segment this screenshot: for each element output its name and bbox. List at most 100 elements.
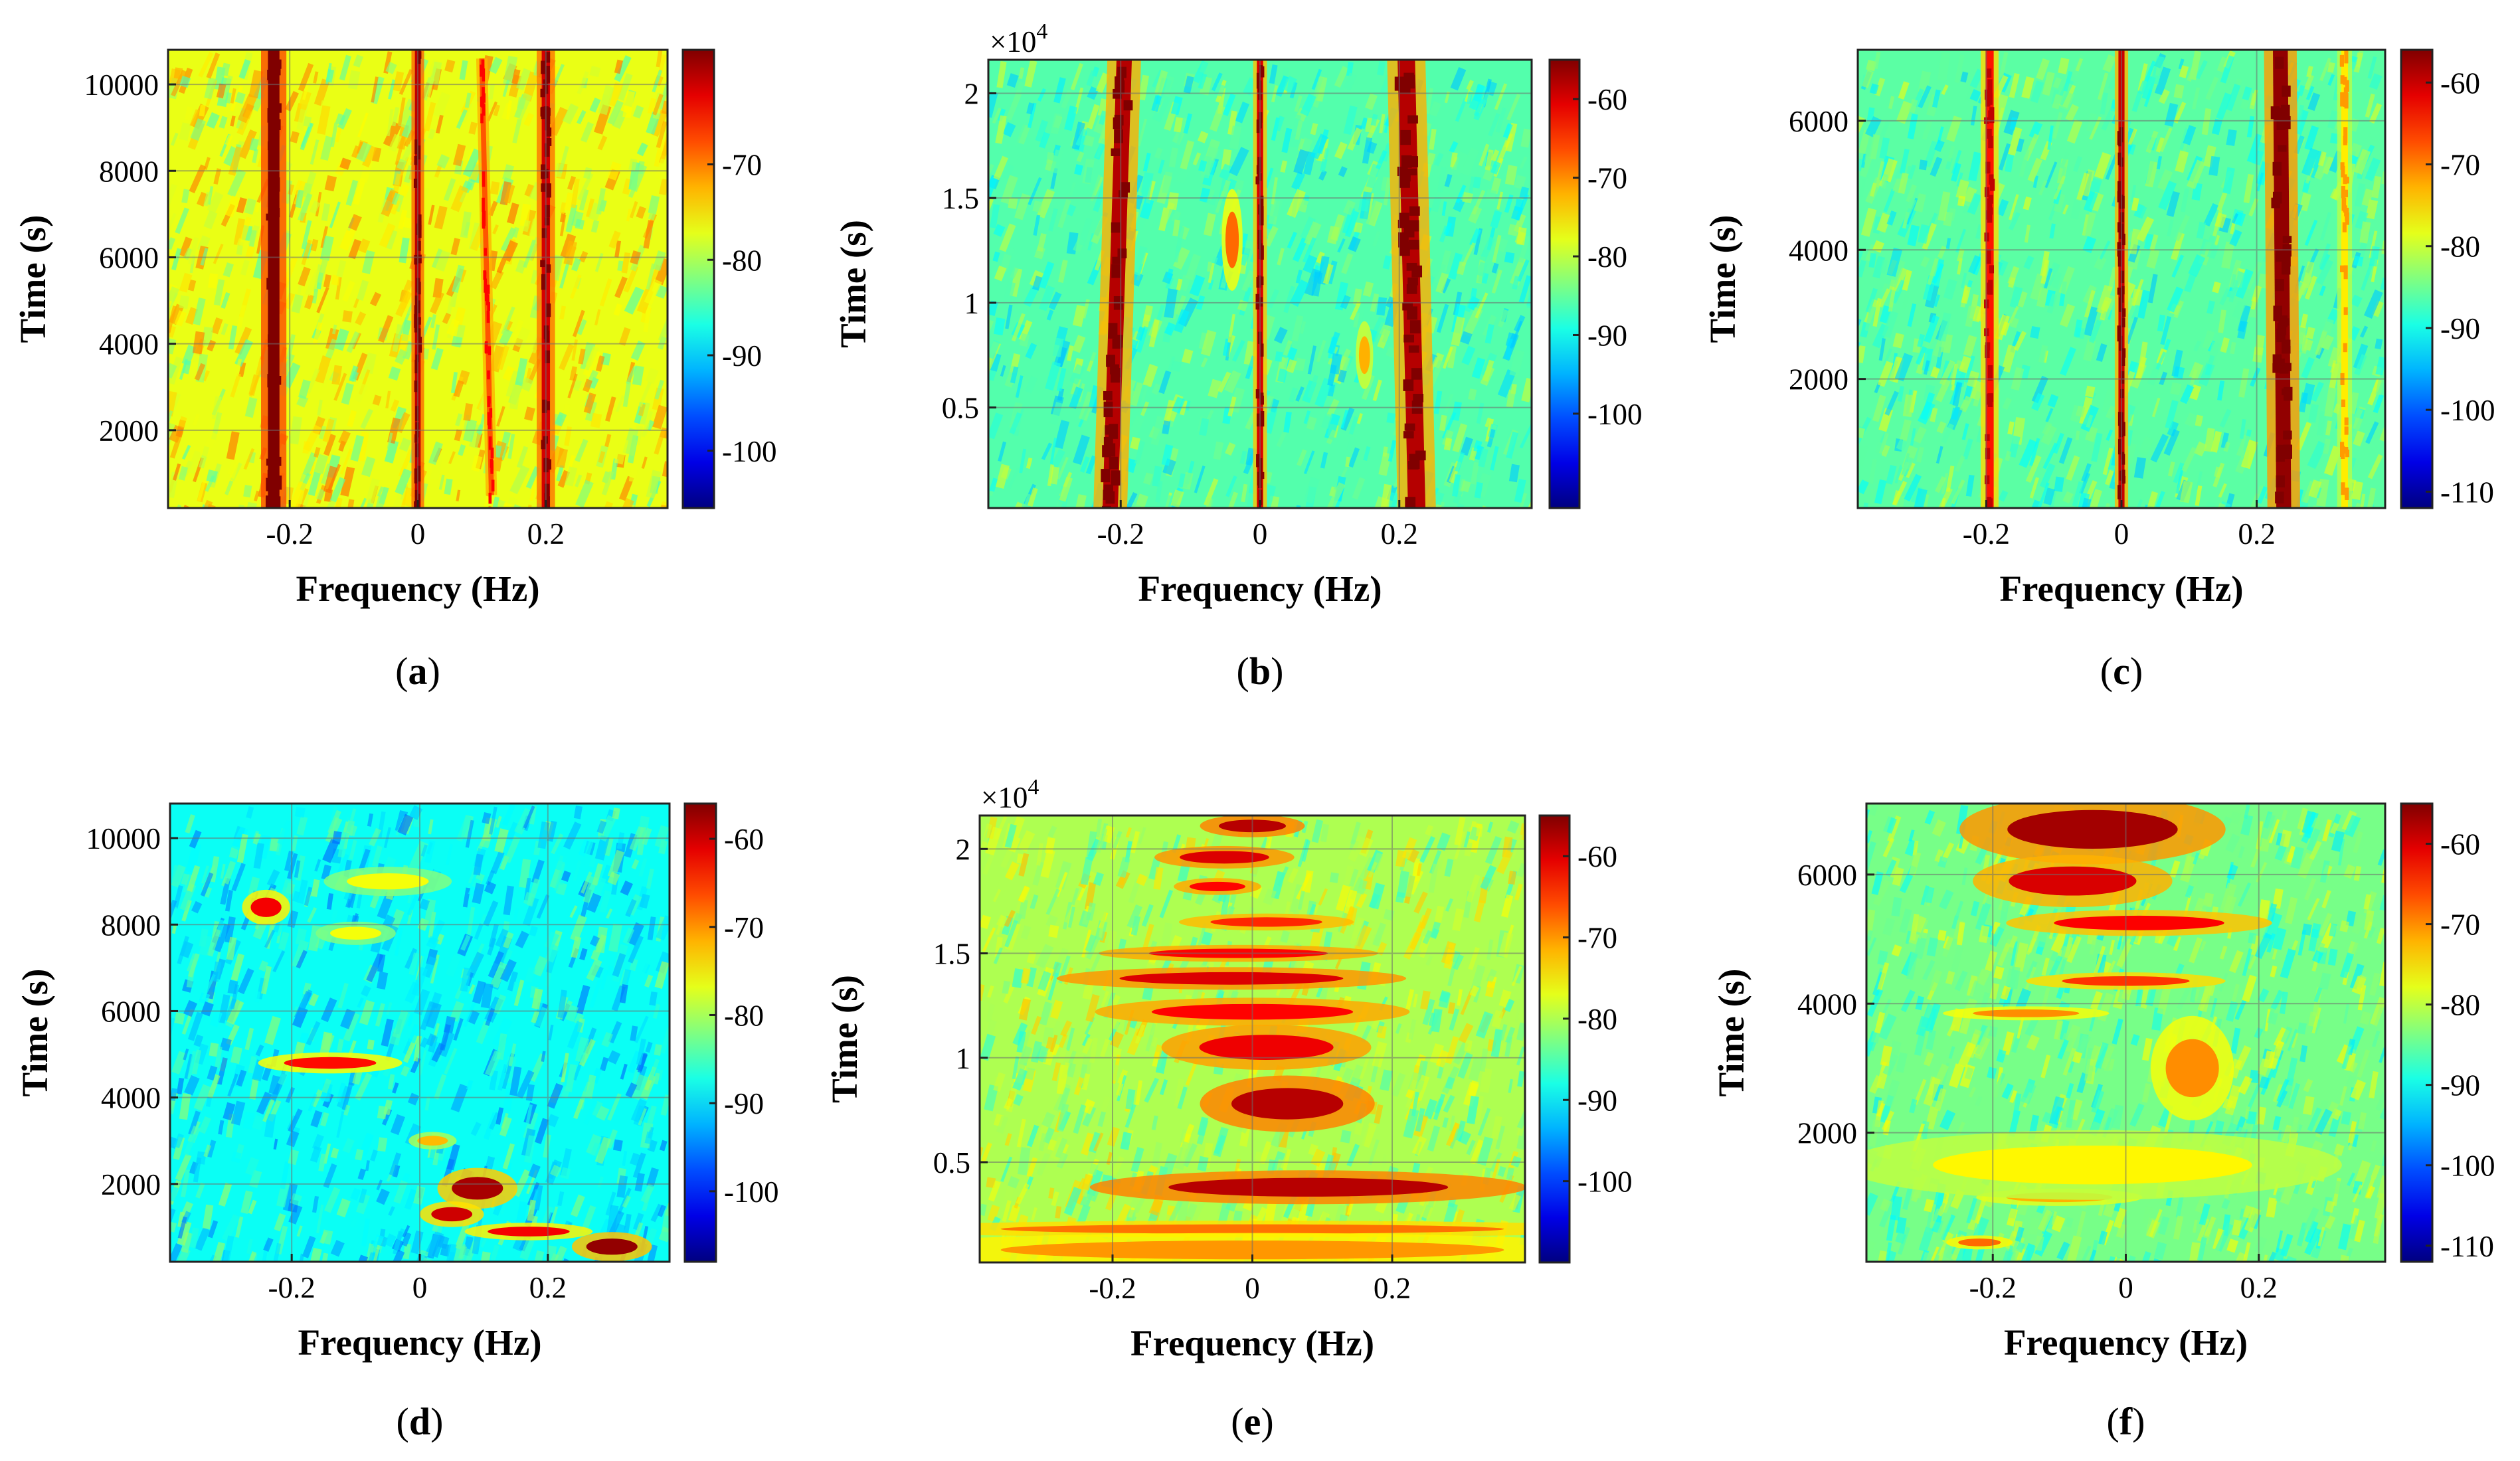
- colorbar-tick-label: -100: [2440, 1150, 2495, 1183]
- y-tick-label: 1: [964, 287, 980, 320]
- colorbar-a: [681, 48, 715, 509]
- x-axis-label: Frequency (Hz): [296, 568, 539, 609]
- colorbar-tick-label: -70: [722, 149, 762, 182]
- y-tick-label: 2: [964, 77, 980, 110]
- colorbar-b: [1548, 58, 1581, 509]
- x-tick-label: 0: [1253, 517, 1268, 551]
- colorbar-tick-label: -100: [2440, 394, 2495, 427]
- panel-caption: (c): [2100, 649, 2143, 693]
- colorbar-tick-label: -110: [2440, 1230, 2494, 1263]
- colorbar-tick-label: -80: [2440, 989, 2480, 1022]
- hotspot-e-2: [1161, 1025, 1372, 1071]
- panel-d: -0.2 0 0.2 2000 4000 6000 8000 10000 Frequency (…: [15, 802, 779, 1443]
- hotspot-d-2: [437, 1167, 518, 1209]
- colorbar-tick-label: -70: [1587, 162, 1627, 195]
- x-tick-label: -0.2: [1089, 1272, 1136, 1305]
- colorbar-tick-label: -80: [722, 244, 762, 277]
- y-axis-label: Time (s): [15, 969, 55, 1097]
- x-tick-label: -0.2: [1969, 1271, 2017, 1304]
- hotspot-d-6: [408, 1132, 457, 1150]
- y-tick-label: 0.5: [933, 1146, 970, 1179]
- grid-b: [988, 60, 1532, 508]
- hotspot-e-4: [1056, 967, 1407, 990]
- hotspot-d-5: [571, 1232, 652, 1262]
- x-tick-label: 0.2: [2238, 517, 2275, 551]
- y-tick-label: 4000: [101, 1082, 161, 1115]
- colorbar-e: [1538, 814, 1571, 1264]
- hotspot-b-3: [1221, 189, 1243, 291]
- colorbar-tick-label: -80: [2440, 230, 2480, 264]
- panel-a: -0.2 0 0.2 2000 4000 6000 8000 10000 Frequency (…: [13, 48, 777, 693]
- hotspot-e-1: [1200, 1075, 1375, 1132]
- hotspot-e-7: [1174, 878, 1261, 895]
- hotspot-f-5: [2151, 1015, 2234, 1121]
- spectral-line-b-0: [1093, 60, 1141, 508]
- colorbar-tick-label: -70: [724, 911, 764, 944]
- y-tick-label: 4000: [99, 328, 159, 361]
- y-tick-label: 1.5: [942, 182, 979, 215]
- grid-d: [170, 804, 670, 1262]
- hotspot-d-0: [242, 889, 290, 925]
- y-tick-label: 2000: [99, 414, 159, 448]
- hotspot-d-3: [420, 1201, 484, 1227]
- colorbar-tick-label: -90: [724, 1087, 764, 1120]
- spectral-line-b-2: [1387, 60, 1436, 508]
- colorbar-tick-label: -90: [1587, 319, 1627, 352]
- y-tick-label: 1.5: [933, 938, 970, 971]
- y-tick-label: 6000: [101, 995, 161, 1028]
- grid-a: [168, 50, 668, 508]
- y-tick-label: 8000: [101, 908, 161, 942]
- panel-caption: (d): [397, 1400, 444, 1443]
- noise-texture-d: [170, 804, 670, 1262]
- hotspot-d-4: [464, 1223, 593, 1241]
- y-tick-label: 0.5: [942, 392, 979, 425]
- colorbar-tick-label: -100: [724, 1175, 779, 1209]
- grid-c: [1858, 50, 2385, 508]
- y-tick-label: 6000: [99, 241, 159, 274]
- colorbar-tick-label: -90: [1577, 1084, 1617, 1117]
- hotspot-f-1: [1973, 855, 2173, 907]
- panel-caption: (e): [1231, 1400, 1273, 1443]
- spectrogram-c: [1858, 50, 2385, 508]
- y-axis-label: Time (s): [833, 220, 873, 348]
- hotspot-f-4: [1943, 1006, 2110, 1021]
- x-tick-label: -0.2: [1097, 517, 1144, 551]
- panel-c: -0.2 0 0.2 2000 4000 6000 Frequency (Hz) Time (…: [1702, 48, 2495, 693]
- x-tick-label: 0.2: [1381, 517, 1418, 551]
- panel-caption: (b): [1237, 649, 1284, 693]
- colorbar-tick-label: -110: [2440, 475, 2494, 509]
- x-tick-label: 0.2: [527, 517, 565, 551]
- hotspot-e-8: [1154, 845, 1295, 869]
- x-tick-label: -0.2: [266, 517, 314, 551]
- spectrogram-e: [980, 816, 1525, 1262]
- hotspot-d-8: [315, 921, 396, 945]
- colorbar-tick-label: -80: [1587, 240, 1627, 274]
- colorbar-tick-label: -60: [2440, 828, 2480, 861]
- x-axis-label: Frequency (Hz): [298, 1322, 541, 1363]
- colorbar-tick-label: -100: [1587, 398, 1643, 431]
- x-tick-label: 0: [412, 1271, 428, 1304]
- y-tick-label: 2000: [101, 1168, 161, 1201]
- x-tick-label: 0: [1245, 1272, 1260, 1305]
- x-tick-label: 0.2: [2240, 1271, 2278, 1304]
- spectral-line-c-2: [2264, 50, 2300, 508]
- y-tick-label: 10000: [86, 822, 161, 855]
- y-tick-label: 2000: [1789, 363, 1848, 396]
- y-tick-label: 8000: [99, 155, 159, 188]
- spectrogram-b: [988, 60, 1532, 508]
- grid-e: [980, 816, 1525, 1262]
- y-tick-label: 6000: [1797, 859, 1857, 892]
- x-tick-label: 0: [2118, 1271, 2133, 1304]
- y-exponent-label: ×104: [990, 19, 1047, 58]
- colorbar-tick-label: -90: [722, 339, 762, 373]
- colorbar-tick-label: -60: [1587, 83, 1627, 116]
- colorbar-tick-label: -70: [1577, 922, 1617, 955]
- colorbar-tick-label: -60: [1577, 840, 1617, 873]
- spectral-line-c-0: [1981, 50, 1999, 508]
- panel-b: -0.2 0 0.2 0.5 1 1.5 2 ×104 Frequency (Hz) Time (…: [833, 19, 1643, 693]
- y-tick-label: 1: [956, 1042, 971, 1075]
- colorbar-tick-label: -60: [2440, 66, 2480, 100]
- x-tick-label: 0.2: [1374, 1272, 1411, 1305]
- y-axis-label: Time (s): [824, 975, 865, 1103]
